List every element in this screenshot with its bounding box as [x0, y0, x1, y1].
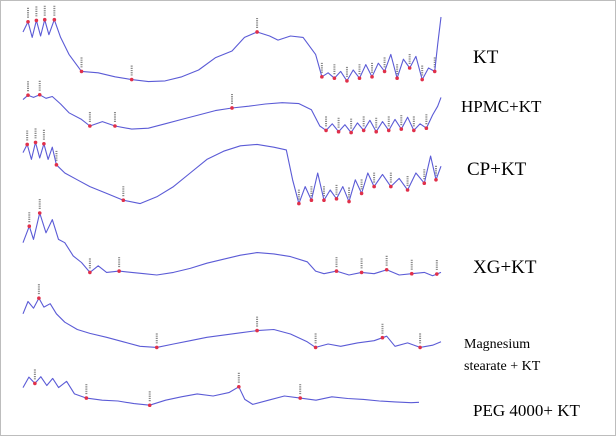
series-line: [22, 141, 442, 205]
peak-marker: [88, 124, 92, 128]
peak-marker: [336, 129, 341, 134]
peak-marker: [399, 127, 404, 131]
series-label-peg4000-kt: PEG 4000+ KT: [473, 401, 580, 420]
peak-marker: [432, 69, 437, 74]
series-line: [22, 16, 442, 83]
peak-marker: [298, 396, 303, 400]
peak-marker: [412, 128, 416, 133]
peak-marker: [33, 381, 37, 386]
peak-marker: [374, 129, 379, 134]
series-label-hpmc-kt: HPMC+KT: [461, 97, 542, 116]
peak-marker: [154, 345, 159, 350]
peak-marker: [297, 201, 301, 206]
peak-marker: [424, 126, 429, 130]
peak-marker: [435, 272, 439, 276]
peak-marker: [25, 142, 29, 147]
peak-marker: [361, 128, 366, 133]
peak-marker: [255, 328, 259, 333]
peak-marker: [382, 69, 387, 74]
series-line: [22, 297, 442, 348]
peak-marker: [42, 141, 46, 146]
peak-marker: [372, 184, 376, 189]
series-3: [22, 199, 442, 277]
series-1: [22, 80, 442, 135]
peak-marker: [33, 140, 38, 145]
series-label-cp-kt: CP+KT: [467, 159, 527, 180]
peak-marker: [117, 269, 121, 273]
peak-marker: [422, 181, 427, 185]
peak-marker: [322, 198, 326, 202]
peak-marker: [309, 198, 314, 202]
series-line: [22, 212, 442, 277]
series-label-kt: KT: [473, 47, 499, 68]
peak-marker: [230, 106, 234, 110]
series-0: [22, 5, 442, 83]
series-5: [22, 369, 420, 408]
series-line: [22, 376, 420, 406]
peak-marker: [84, 396, 89, 400]
peak-marker: [320, 75, 324, 79]
peak-marker: [237, 384, 241, 389]
peak-marker: [26, 93, 30, 97]
peak-marker: [52, 17, 57, 22]
series-label-magnesium-line2: stearate + KT: [464, 359, 541, 374]
series-2: [22, 128, 442, 206]
peak-marker: [380, 335, 385, 340]
peak-marker: [420, 77, 424, 82]
peak-marker: [324, 128, 328, 133]
peak-marker: [37, 92, 42, 97]
peak-marker: [384, 267, 389, 272]
peak-marker: [37, 211, 42, 215]
peak-marker: [434, 178, 438, 182]
peak-marker: [395, 76, 399, 80]
peak-marker: [255, 30, 259, 34]
peak-marker: [345, 79, 349, 83]
peak-marker: [389, 184, 393, 189]
peak-marker: [407, 66, 412, 70]
peak-marker: [113, 124, 117, 128]
peak-marker: [409, 271, 414, 276]
peak-marker: [37, 296, 41, 300]
peak-marker: [349, 130, 353, 135]
peak-marker: [357, 76, 362, 80]
series-line: [22, 94, 442, 134]
peak-marker: [121, 198, 126, 202]
peak-marker: [313, 345, 318, 350]
peak-marker: [88, 270, 92, 275]
peak-marker: [332, 76, 337, 80]
peak-marker: [347, 199, 351, 204]
peak-marker: [54, 163, 59, 167]
series-label-magnesium-line1: Magnesium: [464, 337, 531, 352]
peak-marker: [359, 191, 364, 196]
peak-marker: [42, 17, 47, 22]
series-label-xg-kt: XG+KT: [473, 257, 537, 278]
peak-marker: [34, 18, 39, 23]
peak-marker: [405, 188, 410, 192]
peak-marker: [26, 19, 30, 24]
peak-marker: [79, 69, 84, 74]
peak-marker: [334, 197, 339, 201]
peak-marker: [27, 224, 32, 228]
peak-marker: [418, 345, 422, 350]
peak-marker: [129, 77, 134, 82]
peak-marker: [386, 128, 391, 133]
series-label-magnesium-stearate-kt: Magnesium stearate + KT: [464, 334, 540, 378]
peak-marker: [359, 270, 364, 275]
peak-marker: [370, 75, 374, 79]
peak-marker: [147, 403, 152, 408]
peak-marker: [334, 269, 339, 273]
series-4: [22, 284, 442, 350]
